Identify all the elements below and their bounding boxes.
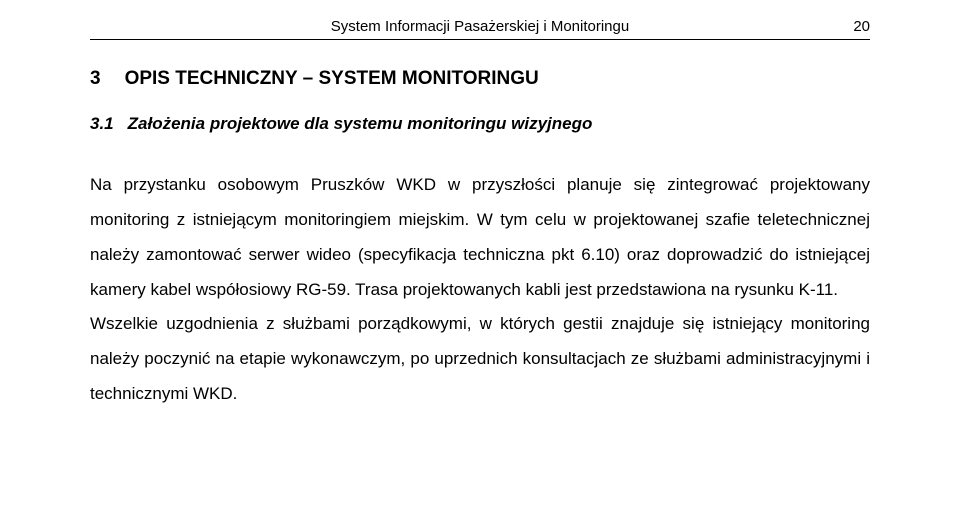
page-number: 20	[840, 18, 870, 35]
section-title: OPIS TECHNICZNY – SYSTEM MONITORINGU	[125, 68, 539, 90]
header-title: System Informacji Pasażerskiej i Monitor…	[120, 18, 840, 35]
subsection-title: Założenia projektowe dla systemu monitor…	[128, 114, 593, 134]
body-paragraphs: Na przystanku osobowym Pruszków WKD w pr…	[90, 168, 870, 412]
section-heading: 3 OPIS TECHNICZNY – SYSTEM MONITORINGU	[90, 68, 870, 90]
subsection-heading: 3.1 Założenia projektowe dla systemu mon…	[90, 114, 870, 134]
body-paragraph: Wszelkie uzgodnienia z służbami porządko…	[90, 307, 870, 412]
subsection-number: 3.1	[90, 114, 114, 134]
document-page: System Informacji Pasażerskiej i Monitor…	[0, 0, 960, 506]
header-rule	[90, 39, 870, 40]
running-header: System Informacji Pasażerskiej i Monitor…	[90, 18, 870, 35]
body-paragraph: Na przystanku osobowym Pruszków WKD w pr…	[90, 168, 870, 307]
section-number: 3	[90, 68, 101, 90]
